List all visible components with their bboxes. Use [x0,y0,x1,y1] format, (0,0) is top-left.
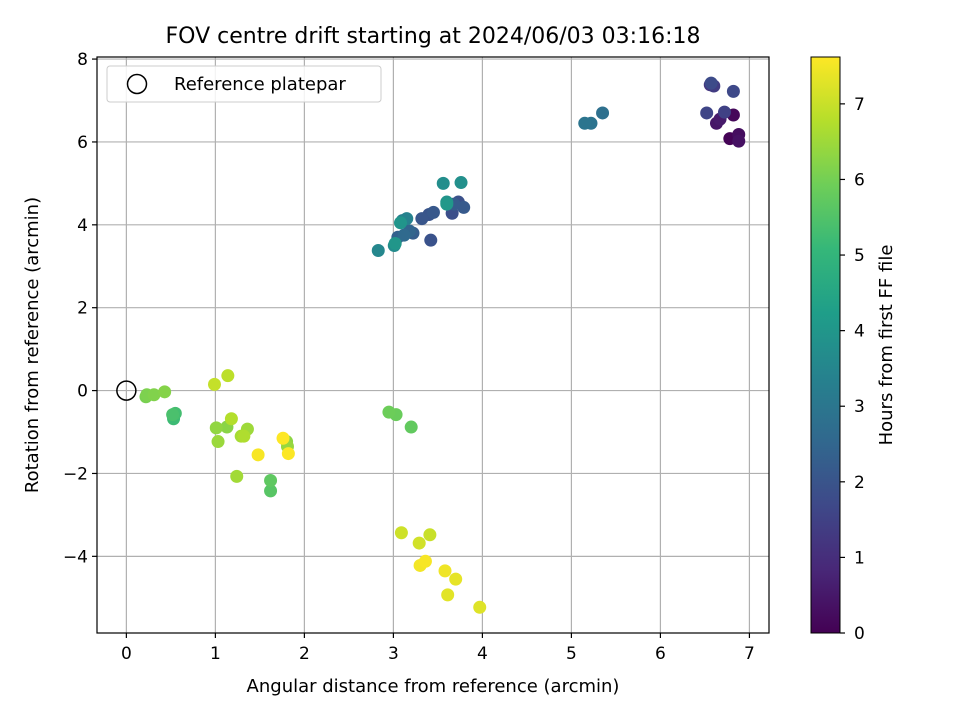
data-point-51 [209,421,223,435]
colorbar-tick-label-4: 4 [854,322,865,342]
reference-point-marker [116,380,137,401]
data-point-36 [440,197,454,211]
legend-marker [126,73,148,95]
data-point-32 [454,176,468,190]
legend: Reference platepar [106,65,382,103]
x-tick-label-1: 1 [210,644,221,664]
y-tick-label-3: 2 [77,299,88,319]
plot-frame [96,56,770,634]
colorbar-label: Hours from first FF file [876,245,897,446]
data-point-26 [578,116,592,130]
y-tick-label-2: 0 [77,382,88,402]
data-point-41 [264,474,278,488]
data-point-34 [394,216,408,230]
data-point-60 [207,377,221,391]
data-point-65 [441,588,455,602]
y-tick-label-0: −4 [63,547,88,567]
y-tick-label-6: 8 [77,50,88,70]
x-tick-label-6: 6 [655,644,666,664]
colorbar-tick-label-6: 6 [854,170,865,190]
y-axis-ticks: −4 −2 0 2 4 6 8 [63,50,97,567]
data-point-72 [276,431,290,445]
data-point-58 [224,412,238,426]
colorbar-tick-label-0: 0 [854,624,865,644]
colorbar-tick-label-5: 5 [854,246,865,266]
colorbar-tick-label-2: 2 [854,473,865,493]
data-point-14 [424,233,438,247]
data-point-44 [382,405,396,419]
legend-box [106,65,382,103]
x-tick-label-2: 2 [299,644,310,664]
data-point-40 [264,484,278,498]
reference-layer [116,380,137,401]
y-tick-label-5: 6 [77,133,88,153]
data-point-42 [404,420,418,434]
legend-label: Reference platepar [174,74,346,95]
colorbar-tick-label-1: 1 [854,548,865,568]
data-point-23 [397,228,411,242]
chart-title: FOV centre drift starting at 2024/06/03 … [166,24,701,49]
colorbar-tick-label-7: 7 [854,95,865,115]
data-point-67 [438,564,452,578]
data-points [139,76,746,614]
data-point-39 [166,408,180,422]
data-point-17 [426,205,440,219]
data-point-69 [418,554,432,568]
data-point-11 [704,76,718,90]
data-point-10 [726,84,740,98]
colorbar: 0 1 2 3 4 5 6 7 Hours from first FF file [810,56,897,644]
data-point-8 [717,105,731,119]
x-tick-label-5: 5 [566,644,577,664]
data-point-64 [473,600,487,614]
data-point-59 [221,369,235,383]
data-point-31 [436,176,450,190]
data-point-35 [388,236,402,250]
data-point-62 [394,526,408,540]
x-axis-ticks: 0 1 2 3 4 5 6 7 [121,633,755,664]
data-point-47 [147,388,161,402]
data-point-55 [230,469,244,483]
data-point-24 [596,106,610,120]
data-point-9 [700,106,714,120]
y-axis-label: Rotation from reference (arcmin) [22,197,43,493]
data-point-48 [158,385,172,399]
x-tick-label-7: 7 [744,644,755,664]
gridlines [97,57,769,633]
y-tick-label-1: −2 [63,464,88,484]
data-point-18 [457,200,471,214]
x-tick-label-0: 0 [121,644,132,664]
colorbar-tick-label-3: 3 [854,397,865,417]
data-point-29 [371,244,385,258]
data-point-3 [732,134,746,148]
data-point-70 [251,448,265,462]
x-tick-label-4: 4 [477,644,488,664]
colorbar-gradient [810,56,841,634]
x-axis-label: Angular distance from reference (arcmin) [247,676,620,697]
y-tick-label-4: 4 [77,216,88,236]
x-tick-label-3: 3 [388,644,399,664]
data-point-16 [415,212,429,226]
data-point-66 [449,572,463,586]
data-point-61 [423,528,437,542]
data-point-71 [281,447,295,461]
colorbar-ticks: 0 1 2 3 4 5 6 7 [840,95,865,644]
data-point-53 [211,435,225,449]
data-point-57 [237,429,251,443]
data-point-63 [412,536,426,550]
